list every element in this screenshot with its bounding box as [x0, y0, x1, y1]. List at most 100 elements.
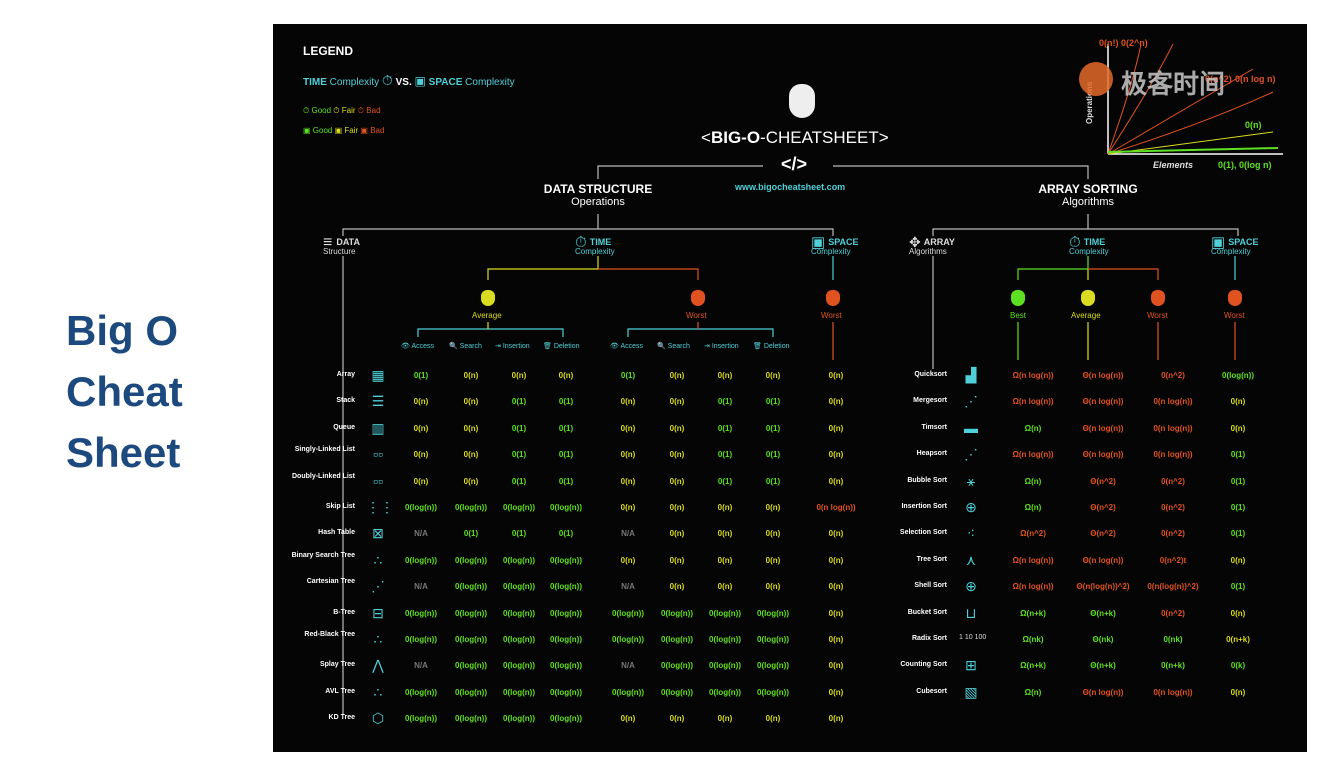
database-icon: ≡: [323, 234, 333, 251]
ds-worst-cell: 0(1): [717, 450, 733, 460]
complexity-graph: [1107, 43, 1283, 155]
sort-space-header: ▣ SPACE Complexity: [1211, 235, 1259, 256]
sort-worst-cell: 0(n^2)t: [1159, 555, 1187, 565]
sort-algorithm-icon: ⋏: [965, 551, 977, 568]
ds-worst-cell: 0(n): [669, 423, 685, 433]
worst-access-header: 👁 Access: [610, 343, 644, 350]
ds-row-label: Red-Black Tree: [304, 631, 355, 638]
sort-avg-cell: Θ(n log(n)): [1082, 687, 1124, 697]
ds-space-cell: 0(n log(n)): [816, 503, 856, 512]
ds-avg-cell: 0(n): [463, 450, 479, 460]
ds-row-label: Array: [336, 371, 355, 378]
sort-algorithm-icon: ⊞: [965, 657, 977, 674]
face-good-icon: [1011, 290, 1025, 306]
sort-space-cell: 0(n+k): [1226, 635, 1250, 644]
sort-section-header: ARRAY SORTING Algorithms: [1023, 182, 1153, 208]
graph-label-exponential: 0(2^n): [1121, 38, 1148, 48]
op-label: Insertion: [711, 343, 739, 350]
sort-algorithm-icon: ⊕: [965, 578, 977, 595]
ds-worst-cell: 0(log(n)): [661, 608, 693, 618]
ds-space-cell: 0(n): [828, 371, 844, 380]
legend-bad: Bad: [366, 106, 381, 115]
ds-avg-cell: 0(log(n)): [550, 687, 582, 697]
avg-search-header: 🔍 Search: [449, 343, 482, 350]
graph-label-factorial: 0(n!): [1099, 38, 1119, 48]
disk-icon: ▣: [334, 126, 343, 135]
ds-space-cell: 0(n): [828, 529, 844, 539]
sort-avg-label: Average: [1071, 311, 1101, 320]
ds-worst-cell: 0(log(n)): [661, 661, 693, 671]
sort-best-cell: Ω(n): [1024, 476, 1042, 486]
ds-worst-cell: 0(n): [717, 714, 733, 724]
stopwatch-icon: ⏱: [381, 72, 393, 88]
sort-algorithm-icon: ⋰: [964, 393, 978, 410]
sort-row-label: Bubble Sort: [907, 476, 947, 484]
ds-worst-cell: N/A: [621, 582, 635, 592]
ds-worst-cell: 0(log(n)): [757, 687, 789, 697]
ds-avg-cell: 0(log(n)): [455, 608, 487, 618]
ds-avg-cell: 0(n): [511, 371, 527, 380]
legend-complexity-word: Complexity: [329, 77, 380, 88]
ds-worst-cell: 0(log(n)): [612, 635, 644, 644]
sort-avg-cell: Θ(n log(n)): [1082, 397, 1124, 407]
ds-avg-cell: 0(log(n)): [550, 714, 582, 724]
ds-space-cell: 0(n): [828, 635, 844, 644]
header-line: ARRAY: [923, 237, 955, 247]
op-label: Search: [459, 343, 482, 350]
legend-good: Good: [311, 106, 332, 115]
sort-avg-cell: Θ(n log(n)): [1082, 450, 1124, 460]
space-worst-label: Worst: [821, 311, 842, 320]
ds-worst-cell: 0(n): [765, 371, 781, 380]
sort-avg-cell: Θ(nk): [1092, 635, 1114, 644]
ds-space-cell: 0(n): [828, 423, 844, 433]
ds-worst-cell: 0(log(n)): [709, 661, 741, 671]
header-line: Complexity: [811, 247, 851, 256]
ds-worst-cell: 0(n): [669, 371, 685, 380]
disk-icon: ▣: [811, 234, 826, 251]
stopwatch-icon: ⏱: [575, 234, 587, 251]
graph-labels: 0(n!) 0(2^n): [1099, 38, 1148, 48]
best-label: Best: [1010, 311, 1027, 320]
sort-worst-cell: 0(n log(n)): [1153, 423, 1193, 433]
sort-worst-cell: 0(n^2): [1161, 529, 1185, 539]
ds-structure-icon: ▫▫: [373, 446, 383, 463]
sort-space-cell: 0(1): [1230, 503, 1246, 512]
ds-avg-cell: 0(1): [413, 371, 429, 380]
sort-space-cell: 0(n): [1230, 423, 1246, 433]
avg-access-header: 👁 Access: [401, 343, 435, 350]
ds-worst-cell: 0(n): [765, 529, 781, 539]
ds-avg-cell: 0(1): [558, 423, 574, 433]
ds-avg-cell: 0(log(n)): [550, 661, 582, 671]
ds-row-label: Singly-Linked List: [294, 446, 355, 454]
sort-worst-cell: 0(n log(n)): [1153, 397, 1193, 407]
ds-avg-cell: 0(log(n)): [455, 687, 487, 697]
sort-best-cell: Ω(n log(n)): [1012, 555, 1054, 565]
ds-avg-cell: 0(log(n)): [503, 608, 535, 618]
worst-insertion-header: ⇥ Insertion: [704, 343, 739, 350]
legend-good: Good: [312, 126, 333, 135]
ds-space-cell: 0(n): [828, 555, 844, 565]
ds-avg-cell: 0(log(n)): [503, 503, 535, 512]
ds-worst-cell: 0(n): [717, 503, 733, 512]
ds-avg-cell: 0(log(n)): [455, 661, 487, 671]
ds-row-label: Queue: [333, 423, 355, 431]
sort-best-cell: Ω(n log(n)): [1012, 582, 1054, 592]
ds-avg-cell: 0(n): [413, 476, 429, 486]
ds-avg-cell: 0(log(n)): [405, 503, 437, 512]
face-bad-icon: [1151, 290, 1165, 306]
ds-avg-cell: 0(log(n)): [550, 503, 582, 512]
ds-avg-cell: 0(log(n)): [550, 635, 582, 644]
watermark: 极客时间: [1121, 69, 1226, 99]
legend-space-word: SPACE: [428, 77, 463, 88]
sort-best-cell: Ω(n): [1024, 423, 1042, 433]
ds-worst-cell: 0(n): [620, 714, 636, 724]
ds-avg-cell: 0(log(n)): [503, 582, 535, 592]
ds-worst-cell: N/A: [621, 661, 635, 671]
header-line: TIME: [1083, 237, 1106, 247]
website-link[interactable]: www.bigocheatsheet.com: [735, 182, 846, 192]
ds-structure-icon: ▫▫: [373, 472, 383, 489]
ds-avg-cell: 0(1): [558, 450, 574, 460]
sort-space-cell: 0(1): [1230, 476, 1246, 486]
sort-algorithms-header: ✥ ARRAY Algorithms: [909, 235, 955, 256]
sort-avg-cell: Θ(n log(n)): [1082, 423, 1124, 433]
